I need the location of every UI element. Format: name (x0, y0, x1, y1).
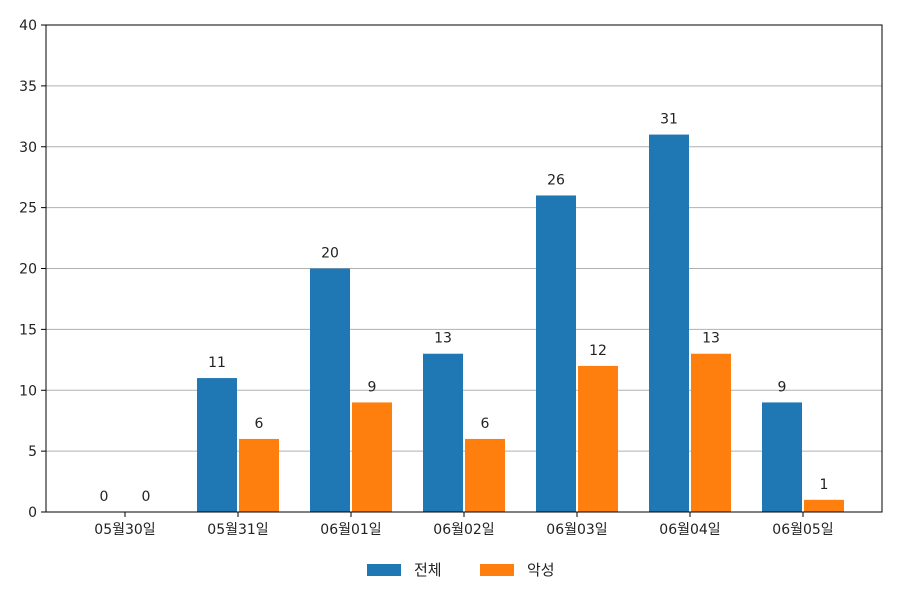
data-labels: 0 0 11 6 20 9 13 6 26 12 31 13 9 1 (100, 112, 829, 505)
bar (310, 268, 350, 512)
x-axis-ticks: 05월30일 05월31일 06월01일 06월02일 06월03일 06월04일 06월0… (94, 512, 834, 538)
bar (423, 353, 463, 512)
data-label: 1 (820, 477, 829, 493)
data-label: 13 (434, 331, 452, 347)
legend: 전체 악성 (367, 561, 555, 579)
bar (352, 402, 392, 512)
x-tick-label: 06월04일 (659, 522, 720, 538)
x-tick-label: 06월01일 (320, 522, 381, 538)
x-tick-label: 06월05일 (772, 522, 833, 538)
bar (691, 353, 731, 512)
grid-lines (46, 85, 882, 452)
data-label: 9 (778, 379, 787, 395)
bar (578, 365, 618, 512)
y-tick-label: 40 (19, 18, 37, 34)
x-tick-label: 06월03일 (546, 522, 607, 538)
data-label: 0 (142, 489, 151, 505)
data-label: 11 (208, 355, 226, 371)
y-tick-label: 15 (19, 322, 37, 338)
y-tick-label: 30 (19, 140, 37, 156)
x-tick-label: 05월30일 (94, 522, 155, 538)
bar (465, 438, 505, 512)
bar (536, 195, 576, 512)
data-label: 6 (481, 416, 490, 432)
legend-swatch (367, 564, 401, 576)
x-tick-label: 05월31일 (207, 522, 268, 538)
legend-label: 전체 (414, 561, 442, 579)
data-label: 13 (702, 331, 720, 347)
bar (649, 134, 689, 512)
x-tick-label: 06월02일 (433, 522, 494, 538)
y-tick-label: 35 (19, 79, 37, 95)
data-label: 20 (321, 246, 339, 262)
y-tick-label: 5 (28, 444, 37, 460)
data-label: 31 (660, 112, 678, 128)
data-label: 26 (547, 172, 565, 188)
bar (762, 402, 802, 512)
legend-label: 악성 (527, 561, 555, 579)
y-tick-label: 10 (19, 383, 37, 399)
bars (197, 134, 844, 512)
bar (804, 499, 844, 512)
bar (197, 378, 237, 512)
data-label: 6 (255, 416, 264, 432)
y-axis-ticks: 0 5 10 15 20 25 30 35 40 (19, 18, 46, 521)
data-label: 9 (368, 379, 377, 395)
data-label: 12 (589, 343, 607, 359)
y-tick-label: 20 (19, 262, 37, 278)
y-tick-label: 25 (19, 201, 37, 217)
legend-swatch (480, 564, 514, 576)
bar (239, 438, 279, 512)
y-tick-label: 0 (28, 505, 37, 521)
data-label: 0 (100, 489, 109, 505)
